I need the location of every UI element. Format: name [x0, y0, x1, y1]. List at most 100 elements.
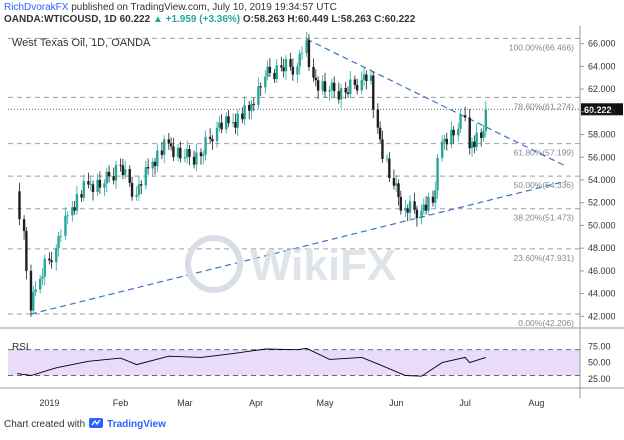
candle-body[interactable]	[339, 88, 343, 100]
candle-body[interactable]	[80, 194, 83, 198]
candle-body[interactable]	[424, 204, 428, 211]
candle-body[interactable]	[172, 146, 175, 158]
candle-body[interactable]	[300, 52, 304, 54]
candle-body[interactable]	[167, 139, 171, 144]
candle-body[interactable]	[397, 183, 400, 198]
candle-body[interactable]	[114, 164, 118, 181]
candle-body[interactable]	[96, 179, 99, 193]
candle-body[interactable]	[202, 154, 205, 157]
candle-body[interactable]	[248, 104, 251, 111]
candle-body[interactable]	[266, 66, 269, 77]
candle-body[interactable]	[452, 129, 455, 136]
candle-body[interactable]	[422, 204, 425, 211]
candle-body[interactable]	[146, 167, 150, 169]
candle-body[interactable]	[388, 158, 391, 179]
candle-body[interactable]	[365, 74, 368, 81]
candle-body[interactable]	[22, 219, 26, 232]
candle-body[interactable]	[413, 201, 416, 210]
candle-body[interactable]	[64, 215, 67, 236]
candle-body[interactable]	[415, 209, 419, 219]
candle-body[interactable]	[176, 147, 180, 158]
candle-body[interactable]	[252, 103, 255, 105]
candle-body[interactable]	[250, 103, 253, 111]
candle-body[interactable]	[482, 131, 485, 138]
candle-body[interactable]	[112, 176, 115, 181]
candle-body[interactable]	[395, 183, 398, 186]
candle-body[interactable]	[314, 77, 318, 81]
candle-body[interactable]	[259, 86, 262, 88]
candle-body[interactable]	[29, 270, 33, 311]
candle-body[interactable]	[32, 292, 35, 311]
candle-body[interactable]	[459, 115, 462, 129]
candle-body[interactable]	[305, 40, 308, 53]
candle-body[interactable]	[211, 139, 214, 142]
candle-body[interactable]	[140, 184, 143, 186]
candle-body[interactable]	[179, 147, 182, 159]
candle-body[interactable]	[50, 260, 53, 263]
candle-body[interactable]	[55, 248, 58, 263]
candle-body[interactable]	[188, 149, 191, 157]
candle-body[interactable]	[321, 81, 324, 91]
candle-body[interactable]	[38, 278, 42, 290]
candle-body[interactable]	[337, 91, 340, 100]
candle-body[interactable]	[344, 88, 347, 93]
candle-body[interactable]	[280, 65, 283, 68]
candle-body[interactable]	[25, 231, 28, 271]
candle-body[interactable]	[225, 116, 228, 130]
trendline[interactable]	[30, 180, 567, 315]
candle-body[interactable]	[349, 79, 352, 94]
candle-body[interactable]	[378, 127, 382, 140]
candle-body[interactable]	[346, 92, 350, 94]
candle-body[interactable]	[268, 66, 272, 73]
candle-body[interactable]	[234, 122, 237, 128]
candle-body[interactable]	[89, 184, 92, 186]
candle-body[interactable]	[360, 79, 363, 91]
candle-body[interactable]	[227, 116, 230, 124]
candle-body[interactable]	[468, 117, 471, 149]
candle-body[interactable]	[296, 66, 299, 75]
candle-body[interactable]	[436, 157, 439, 191]
candle-body[interactable]	[160, 150, 164, 155]
candle-body[interactable]	[87, 181, 90, 185]
candle-body[interactable]	[241, 113, 244, 120]
candle-body[interactable]	[43, 258, 46, 277]
candle-body[interactable]	[399, 197, 403, 211]
candle-body[interactable]	[353, 79, 357, 85]
candle-body[interactable]	[91, 184, 95, 193]
candle-body[interactable]	[121, 165, 125, 176]
candle-body[interactable]	[404, 208, 407, 211]
candle-body[interactable]	[372, 75, 375, 110]
candle-body[interactable]	[385, 158, 389, 160]
candle-body[interactable]	[105, 171, 108, 184]
candle-body[interactable]	[316, 80, 320, 91]
candle-body[interactable]	[192, 156, 196, 165]
trendline[interactable]	[306, 38, 567, 167]
candle-body[interactable]	[169, 143, 173, 147]
candle-body[interactable]	[392, 178, 396, 186]
candle-body[interactable]	[475, 132, 478, 148]
candle-body[interactable]	[427, 196, 430, 211]
candle-body[interactable]	[457, 128, 460, 136]
candle-body[interactable]	[243, 104, 246, 120]
candle-body[interactable]	[57, 235, 60, 249]
candle-body[interactable]	[381, 139, 384, 159]
candle-body[interactable]	[440, 141, 444, 158]
candle-body[interactable]	[362, 74, 366, 80]
candle-body[interactable]	[208, 136, 212, 140]
candle-body[interactable]	[291, 66, 295, 75]
candle-body[interactable]	[231, 122, 235, 124]
candle-body[interactable]	[282, 67, 285, 72]
candle-body[interactable]	[406, 208, 409, 213]
candle-body[interactable]	[204, 136, 207, 155]
candle-body[interactable]	[273, 72, 276, 80]
candle-body[interactable]	[307, 40, 311, 67]
candle-body[interactable]	[137, 184, 141, 195]
candle-body[interactable]	[98, 179, 102, 188]
candle-body[interactable]	[163, 139, 166, 155]
candle-body[interactable]	[135, 194, 138, 197]
candle-body[interactable]	[156, 150, 159, 167]
candle-body[interactable]	[153, 161, 157, 167]
candle-body[interactable]	[123, 169, 127, 176]
candle-body[interactable]	[473, 141, 476, 148]
candle-body[interactable]	[463, 115, 467, 118]
